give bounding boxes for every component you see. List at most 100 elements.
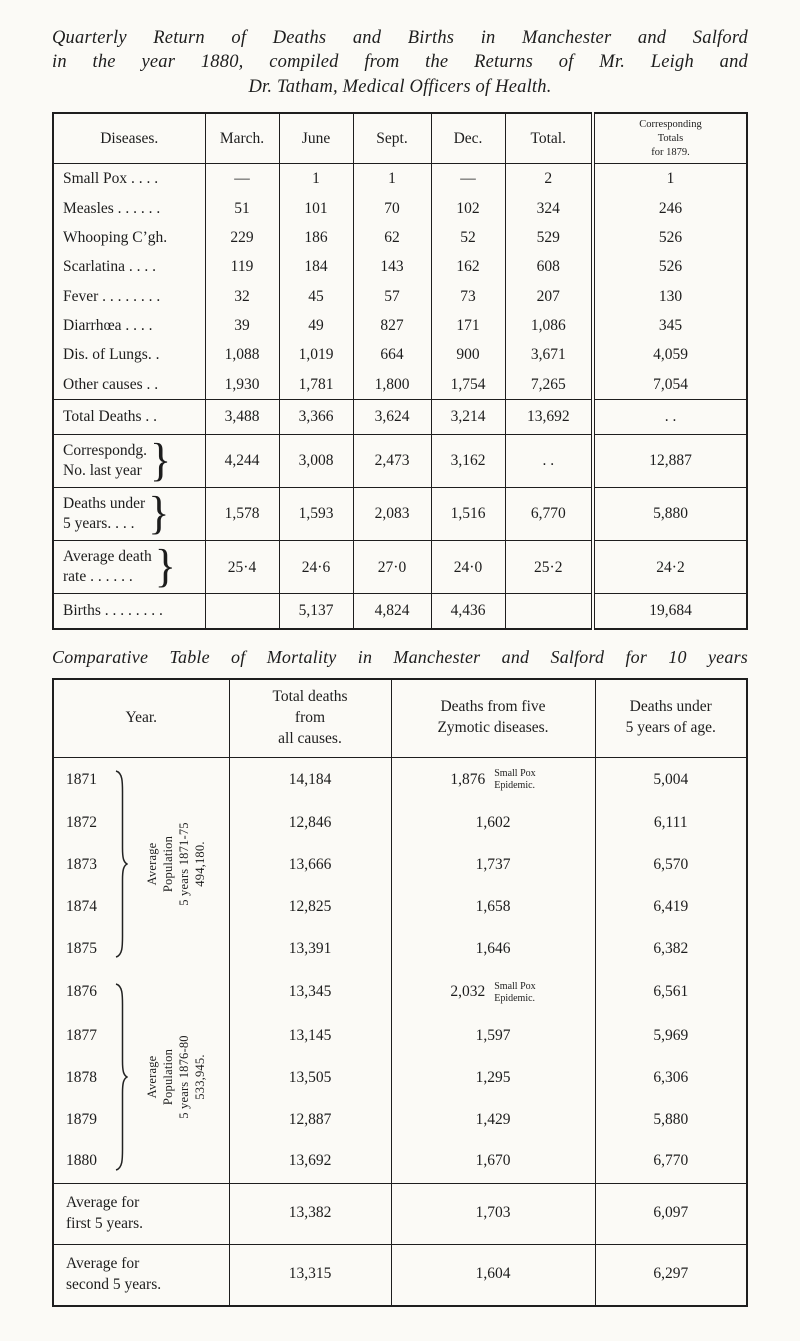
- row-year-1872: 1872 12,846 1,602 6,111: [53, 802, 747, 845]
- note-line: Small Pox: [494, 980, 536, 992]
- row-year-1880: 1880 13,692 1,670 6,770: [53, 1140, 747, 1184]
- zymotic-deaths-cell: 1,670: [390, 1140, 595, 1184]
- header-line: Corresponding: [639, 119, 702, 131]
- value-cell: 25·2: [504, 540, 593, 594]
- label-line: 5 years. . . .: [63, 514, 135, 532]
- header-line: for 1879.: [651, 146, 690, 158]
- quarterly-deaths-table: Diseases. March. June Sept. Dec. Total. …: [52, 112, 748, 630]
- value-cell: 1,593: [278, 487, 353, 541]
- label-line: Deaths under: [63, 494, 146, 512]
- row-year-1873: 1873 13,666 1,737 6,570: [53, 844, 747, 887]
- average-label: Average for second 5 years.: [53, 1244, 229, 1305]
- corresponding-total-cell: . .: [591, 399, 747, 435]
- population-annotation: Average Population 5 years 1876-80 533,945.: [109, 970, 229, 1183]
- disease-label: Fever . . . . . . . .: [63, 287, 161, 305]
- value-cell: 1,781: [278, 369, 353, 400]
- value-cell: [504, 593, 593, 629]
- col-header-zymotic-deaths: Deaths from five Zymotic diseases.: [390, 678, 595, 757]
- value-cell: 27·0: [352, 540, 431, 594]
- value-cell: 7,265: [504, 369, 593, 400]
- value-cell: 2,083: [352, 487, 431, 541]
- value-cell: 1,019: [278, 340, 353, 370]
- under-5-deaths-cell: 6,297: [594, 1244, 747, 1306]
- value-cell: [204, 593, 279, 629]
- value-cell: 3,008: [278, 434, 353, 488]
- col-header-sept: Sept.: [352, 113, 431, 164]
- corresponding-total-cell: 19,684: [591, 593, 747, 629]
- value-cell: 143: [352, 252, 431, 282]
- value-cell: 4,824: [352, 593, 431, 629]
- corresponding-total-cell: 7,054: [591, 369, 747, 400]
- total-deaths-cell: 13,505: [228, 1057, 391, 1100]
- row-corresponding-number-last-year: Correspondg. No. last year} 4,244 3,008 2,47…: [53, 434, 747, 488]
- col-header-dec: Dec.: [430, 113, 505, 164]
- row-births: Births . . . . . . . . 5,137 4,824 4,436 19,…: [53, 593, 747, 629]
- rotated-population-text: Average Population 5 years 1871-75 494,180.: [144, 761, 208, 967]
- epidemic-note: Small Pox Epidemic.: [494, 768, 535, 792]
- value-cell: 171: [430, 311, 505, 341]
- label-line: Total Deaths . .: [63, 408, 158, 426]
- row-average-death-rate: Average death rate . . . . . .} 25·4 24·6 27…: [53, 540, 747, 594]
- summary-label: Correspondg. No. last year}: [53, 434, 205, 487]
- disease-label: Dis. of Lungs. .: [63, 346, 160, 364]
- header-line: Totals: [657, 132, 684, 144]
- value-cell: 1,088: [204, 340, 279, 370]
- label-line: Average death: [63, 548, 152, 566]
- value-cell: 1: [278, 163, 353, 194]
- label-lines: Correspondg. No. last year: [63, 441, 147, 481]
- summary-label: Births . . . . . . . .: [53, 594, 205, 629]
- total-deaths-cell: 13,666: [228, 844, 391, 887]
- value-cell: 162: [430, 252, 505, 282]
- disease-label: Measles . . . . . .: [63, 199, 161, 217]
- corresponding-total-cell: 526: [591, 222, 747, 253]
- total-deaths-cell: 13,382: [228, 1183, 391, 1245]
- under-5-deaths-cell: 5,969: [594, 1015, 747, 1058]
- col-header-total-deaths: Total deaths from all causes.: [228, 678, 391, 757]
- summary-label: Total Deaths . .: [53, 400, 205, 434]
- annotation-line: 5 years 1871-75: [176, 822, 191, 906]
- quarterly-header-row: Diseases. March. June Sept. Dec. Total. …: [53, 113, 747, 164]
- under-5-deaths-cell: 6,419: [594, 886, 747, 929]
- corresponding-total-cell: 130: [591, 281, 747, 312]
- value-cell: 70: [352, 193, 431, 223]
- row-total-deaths: Total Deaths . . 3,488 3,366 3,624 3,214 13,6…: [53, 399, 747, 435]
- zymotic-value: 1,876: [450, 770, 486, 788]
- value-cell: 608: [504, 252, 593, 282]
- annotation-line: Average: [144, 1055, 159, 1098]
- note-line: Small Pox: [494, 768, 536, 779]
- label-line: second 5 years.: [66, 1275, 162, 1293]
- value-cell: 4,436: [430, 593, 505, 629]
- row-year-1876: 1876 Average Population 5 years 1876-80 533,…: [53, 970, 747, 1171]
- value-cell: 1,086: [504, 311, 593, 341]
- col-header-march: March.: [204, 113, 279, 164]
- value-cell: —: [430, 163, 505, 194]
- zymotic-value: 2,032: [450, 983, 486, 1001]
- row-scarlatina: Scarlatina . . . . 119 184 143 162 608 526: [53, 252, 747, 282]
- col-header-year: Year.: [125, 708, 158, 726]
- value-cell: 49: [278, 311, 353, 341]
- annotation-line: 494,180.: [192, 841, 207, 887]
- zymotic-deaths-cell: 1,737: [390, 844, 595, 887]
- corresponding-total-cell: 1: [591, 163, 747, 194]
- year-cell: 1871: [66, 770, 97, 788]
- total-deaths-cell: 12,825: [228, 886, 391, 929]
- year-cell: 1880: [66, 1152, 97, 1170]
- zymotic-deaths-cell: 1,429: [390, 1099, 595, 1141]
- comparative-table-body: 1871 Average Population 5 years 1871-75 494,…: [53, 757, 747, 1306]
- comparative-table-title: Comparative Table of Mortality in Manche…: [52, 646, 748, 667]
- value-cell: 1,754: [430, 369, 505, 400]
- disease-label: Scarlatina . . . .: [63, 258, 156, 276]
- disease-label: Diarrhœa . . . .: [63, 317, 153, 335]
- quarterly-table-body: Small Pox . . . . —1 1—2 1 Measles . . . . .…: [53, 163, 747, 629]
- corresponding-total-cell: 5,880: [591, 487, 747, 541]
- label-with-brace: Correspondg. No. last year}: [63, 437, 202, 483]
- corresponding-total-cell: 12,887: [591, 434, 747, 488]
- zymotic-deaths-cell: 1,876 Small Pox Epidemic.: [390, 757, 595, 803]
- total-deaths-cell: 12,887: [228, 1099, 391, 1141]
- row-year-1878: 1878 13,505 1,295 6,306: [53, 1057, 747, 1100]
- row-year-1879: 1879 12,887 1,429 5,880: [53, 1099, 747, 1141]
- annotation-line: Average: [144, 842, 159, 886]
- brace-glyph: }: [148, 487, 170, 540]
- header-line: all causes.: [278, 729, 342, 747]
